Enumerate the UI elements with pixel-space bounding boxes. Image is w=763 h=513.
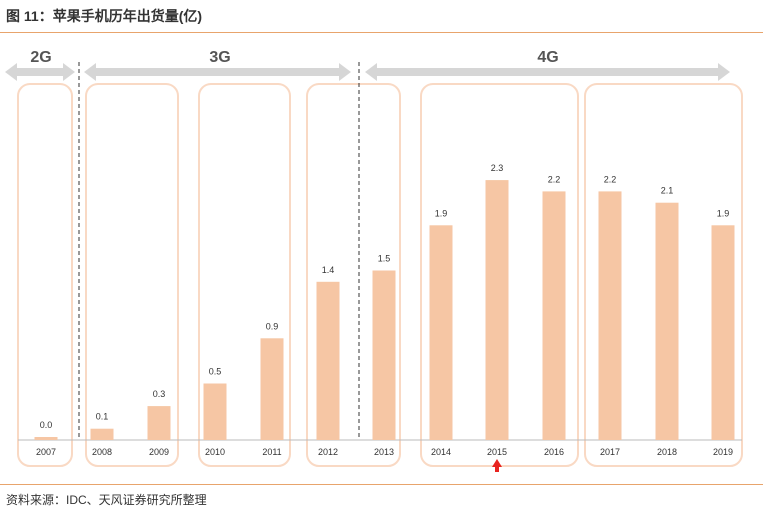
bar-2009 xyxy=(147,406,171,440)
x-tick-label-2014: 2014 xyxy=(431,447,451,457)
highlight-marker xyxy=(492,459,502,472)
value-label-2019: 1.9 xyxy=(717,208,730,218)
generation-label-4g: 4G xyxy=(537,49,558,66)
generation-label-2g: 2G xyxy=(30,49,51,66)
value-label-2018: 2.1 xyxy=(661,186,674,196)
bar-2010 xyxy=(203,383,227,440)
x-tick-label-2017: 2017 xyxy=(600,447,620,457)
x-tick-label-2008: 2008 xyxy=(92,447,112,457)
bar-2017 xyxy=(598,191,622,440)
figure-title: 图 11：苹果手机历年出货量(亿) xyxy=(6,8,203,24)
bar-2013 xyxy=(372,270,396,440)
bar-2014 xyxy=(429,225,453,440)
highlight-arrow-icon xyxy=(492,459,502,467)
value-label-2009: 0.3 xyxy=(153,389,166,399)
bar-2018 xyxy=(655,202,679,440)
generation-label-3g: 3G xyxy=(209,49,230,66)
bar-2008 xyxy=(90,428,114,440)
highlight-arrow-stem xyxy=(495,466,499,472)
source-rule xyxy=(0,484,763,485)
value-label-2016: 2.2 xyxy=(548,174,561,184)
year-group-frame xyxy=(584,83,743,467)
value-label-2007: 0.0 xyxy=(40,420,53,430)
bar-2007 xyxy=(34,437,58,440)
x-tick-label-2010: 2010 xyxy=(205,447,225,457)
x-tick-label-2015: 2015 xyxy=(487,447,507,457)
x-tick-label-2009: 2009 xyxy=(149,447,169,457)
bar-2019 xyxy=(711,225,735,440)
generation-bands: 2G 3G 4G xyxy=(5,49,730,440)
x-tick-label-2012: 2012 xyxy=(318,447,338,457)
shipments-chart: 2G 3G 4G 0.00.10.30.50.91.41.51.92.32.2 2… xyxy=(5,49,743,472)
value-label-2015: 2.3 xyxy=(491,163,504,173)
value-label-2010: 0.5 xyxy=(209,367,222,377)
source-note: 资料来源：IDC、天风证券研究所整理 xyxy=(6,493,207,507)
x-tick-labels: 2007 2008 2009 2010 2011 2012 2013 2014 2015 2016… xyxy=(36,447,733,457)
generation-arrow-4g xyxy=(365,63,730,81)
year-group-frame xyxy=(306,83,401,467)
year-group-frame xyxy=(85,83,179,467)
bar-2015 xyxy=(485,180,509,440)
value-label-2014: 1.9 xyxy=(435,208,448,218)
generation-arrow-3g xyxy=(84,63,351,81)
value-label-2011: 0.9 xyxy=(266,321,279,331)
value-label-2012: 1.4 xyxy=(322,265,335,275)
x-tick-label-2013: 2013 xyxy=(374,447,394,457)
x-tick-label-2016: 2016 xyxy=(544,447,564,457)
value-label-2013: 1.5 xyxy=(378,254,391,264)
year-group-frame xyxy=(17,83,73,467)
bar-2016 xyxy=(542,191,566,440)
value-label-2008: 0.1 xyxy=(96,412,109,422)
generation-arrow-2g xyxy=(5,63,75,81)
x-tick-label-2011: 2011 xyxy=(262,447,281,457)
x-tick-label-2019: 2019 xyxy=(713,447,733,457)
value-labels: 0.0 0.1 0.3 0.5 0.9 1.4 1.5 1.9 2.3 2.2 2.2 2.1 1.9 xyxy=(40,163,730,430)
bars xyxy=(34,180,735,440)
bar-2012 xyxy=(316,281,340,440)
value-label-2017: 2.2 xyxy=(604,174,617,184)
title-rule xyxy=(0,32,763,33)
year-group-frame xyxy=(198,83,291,467)
x-tick-label-2007: 2007 xyxy=(36,447,56,457)
bar-2011 xyxy=(260,338,284,440)
x-tick-label-2018: 2018 xyxy=(657,447,677,457)
